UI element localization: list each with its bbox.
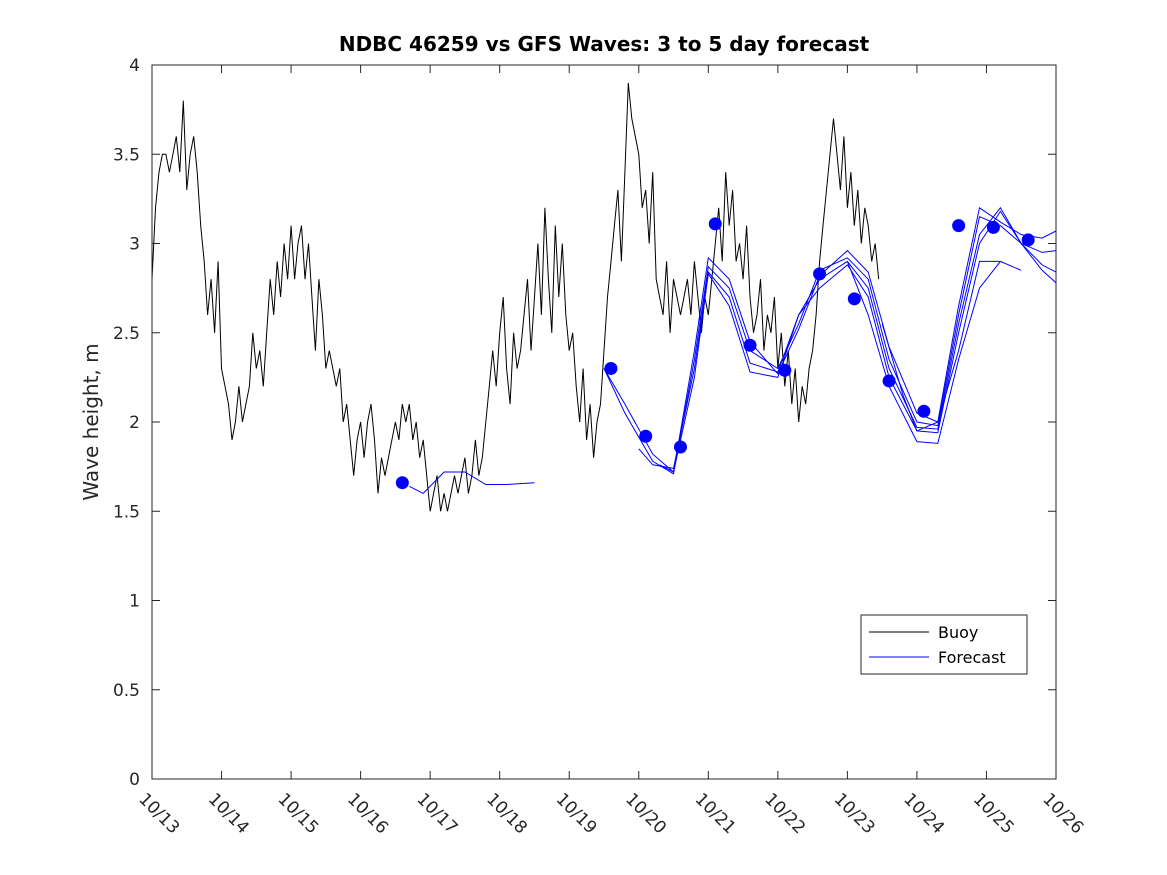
forecast-marker-point bbox=[778, 363, 792, 377]
chart-title: NDBC 46259 vs GFS Waves: 3 to 5 day fore… bbox=[339, 32, 870, 56]
y-tick-label: 2.5 bbox=[113, 324, 140, 344]
plot-area: 00.511.522.533.54 10/13 10/14 10/15 10/16 10… bbox=[113, 56, 1087, 838]
y-axis-label: Wave height, m bbox=[79, 343, 103, 500]
forecast-series-line bbox=[846, 260, 1022, 444]
forecast-marker-point bbox=[1021, 233, 1035, 247]
forecast-series-line bbox=[881, 260, 1001, 432]
forecast-marker-point bbox=[952, 219, 966, 233]
forecast-marker-point bbox=[708, 217, 722, 231]
buoy-series-line bbox=[151, 82, 880, 512]
forecast-marker-point bbox=[813, 267, 827, 281]
forecast-marker-point bbox=[639, 429, 653, 443]
forecast-marker-point bbox=[882, 374, 896, 388]
y-tick-label: 2 bbox=[129, 413, 140, 433]
y-tick-label: 1 bbox=[129, 592, 140, 612]
legend-label-forecast: Forecast bbox=[938, 648, 1006, 667]
forecast-marker-point bbox=[673, 440, 687, 454]
forecast-marker-point bbox=[395, 476, 409, 490]
y-tick-label: 3 bbox=[129, 235, 140, 255]
legend-label-buoy: Buoy bbox=[938, 623, 978, 642]
forecast-series-line bbox=[409, 471, 535, 495]
forecast-layer bbox=[409, 206, 1057, 495]
y-tick-label: 4 bbox=[129, 56, 140, 76]
forecast-series-line bbox=[603, 206, 1057, 473]
legend-box bbox=[860, 614, 1028, 675]
forecast-marker-point bbox=[847, 292, 861, 306]
y-tick-label: 1.5 bbox=[113, 502, 140, 522]
forecast-marker-point bbox=[986, 220, 1000, 234]
forecast-marker-point bbox=[604, 361, 618, 375]
forecast-marker-point bbox=[743, 338, 757, 352]
y-tick-label: 3.5 bbox=[113, 145, 140, 165]
y-tick-label: 0 bbox=[129, 770, 140, 790]
forecast-marker-point bbox=[917, 404, 931, 418]
y-tick-label: 0.5 bbox=[113, 681, 140, 701]
axes-frame bbox=[151, 64, 1057, 780]
marker-layer bbox=[395, 217, 1035, 490]
y-ticks: 0 0.5 1 1.5 2 2.5 3 3.5 4 bbox=[113, 56, 1056, 790]
legend: Buoy Forecast bbox=[860, 614, 1028, 675]
buoy-layer bbox=[151, 82, 880, 512]
forecast-series-line bbox=[659, 210, 1057, 473]
